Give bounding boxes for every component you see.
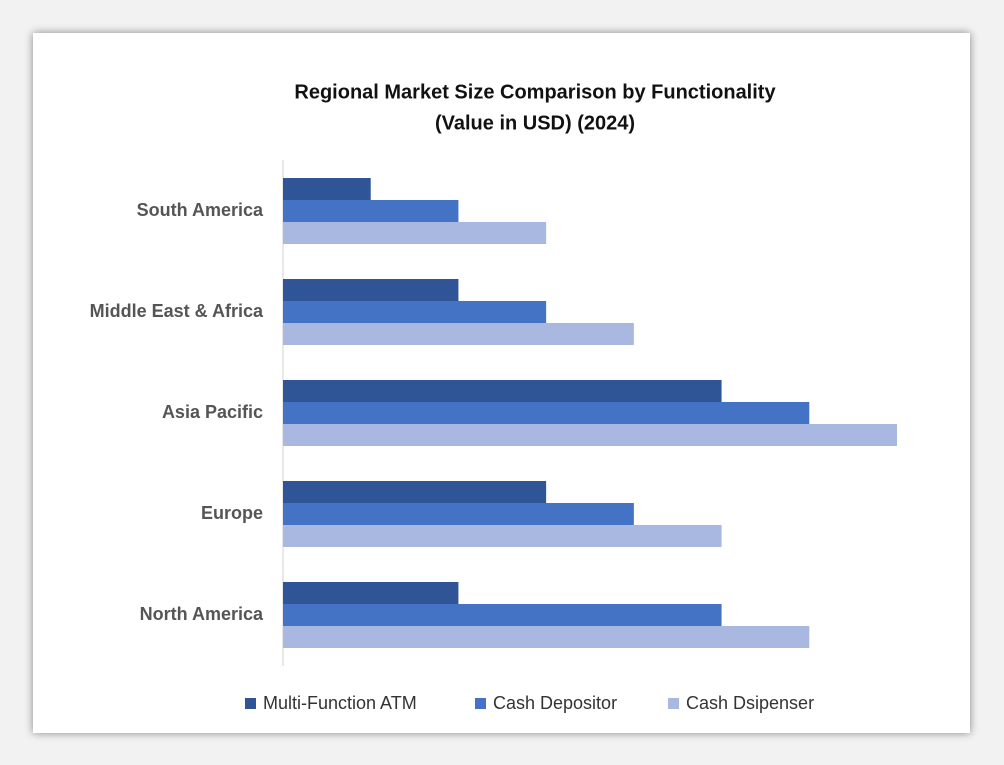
y-tick-label: North America (140, 604, 264, 624)
bar (283, 279, 459, 301)
bar (283, 626, 810, 648)
bar (283, 503, 634, 525)
legend-swatch (475, 698, 486, 709)
y-tick-label: Asia Pacific (162, 402, 263, 422)
bar (283, 200, 459, 222)
bar (283, 481, 547, 503)
legend-swatch (245, 698, 256, 709)
y-tick-label: Europe (201, 503, 263, 523)
bar (283, 525, 722, 547)
bar (283, 604, 722, 626)
bar (283, 380, 722, 402)
bar (283, 301, 547, 323)
bar (283, 323, 634, 345)
bar (283, 222, 547, 244)
bar (283, 178, 371, 200)
legend-label: Multi-Function ATM (263, 693, 417, 713)
chart-subtitle: (Value in USD) (2024) (435, 112, 635, 134)
chart-title: Regional Market Size Comparison by Funct… (294, 81, 776, 103)
y-tick-label: South America (137, 200, 264, 220)
bar (283, 582, 459, 604)
legend-swatch (668, 698, 679, 709)
bar (283, 402, 810, 424)
legend-label: Cash Dsipenser (686, 693, 814, 713)
bar (283, 424, 897, 446)
legend-label: Cash Depositor (493, 693, 617, 713)
y-tick-label: Middle East & Africa (90, 301, 264, 321)
